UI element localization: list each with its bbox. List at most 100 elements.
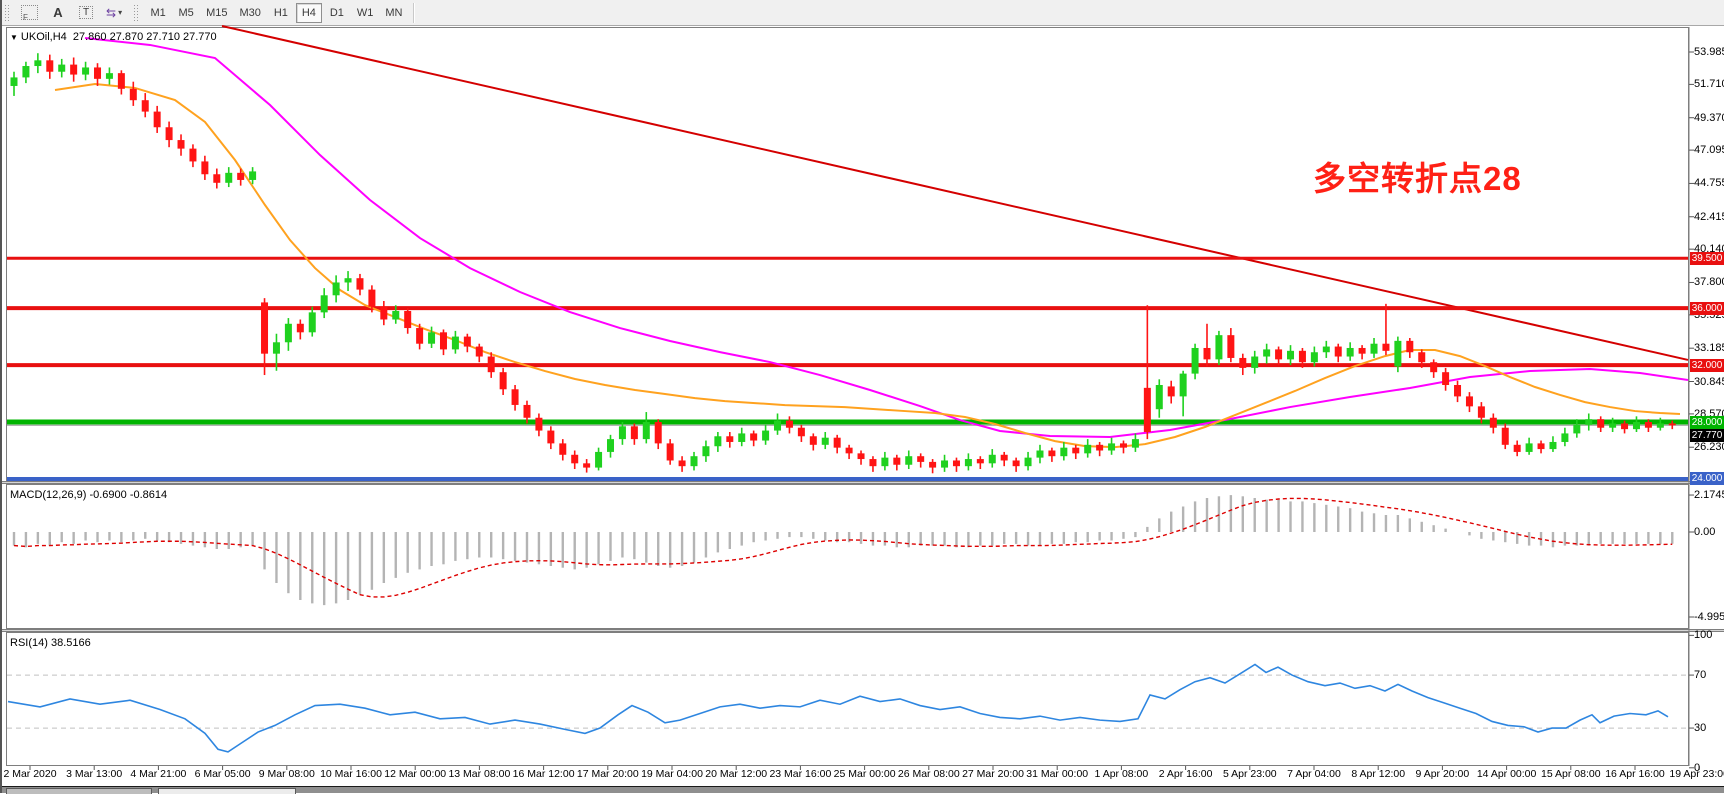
candle-body	[1179, 373, 1187, 397]
candle-body	[1108, 443, 1116, 451]
candle-body	[1621, 423, 1629, 430]
macd-signal-line	[13, 497, 1673, 598]
rsi-axis-label: 100	[1694, 629, 1713, 642]
candle-body	[1155, 385, 1163, 410]
dropdown-caret-icon[interactable]: ▾	[118, 8, 123, 17]
timeframe-button-w1[interactable]: W1	[356, 6, 374, 19]
time-axis-label: 19 Apr 23:00	[1669, 768, 1724, 780]
candle-body	[1287, 350, 1295, 360]
timeframe-button-d1[interactable]: D1	[329, 6, 344, 19]
candle-body	[964, 459, 972, 467]
ma-slow-magenta-line	[84, 36, 1689, 438]
price-axis-tick-label: 49.370	[1694, 111, 1724, 124]
rsi-line	[7, 663, 1669, 753]
bottom-tab-bar	[0, 786, 1724, 794]
time-axis-label: 20 Mar 12:00	[705, 768, 768, 780]
symbol-dropdown-icon[interactable]: ▼	[10, 33, 18, 42]
time-axis-label: 9 Apr 20:00	[1415, 768, 1470, 780]
time-axis-label: 7 Apr 04:00	[1287, 768, 1341, 780]
timeframe-button-h4[interactable]: H4	[295, 2, 322, 23]
candle-body	[535, 417, 543, 431]
timeframe-button-m5[interactable]: M5	[178, 6, 194, 19]
price-axis-tick-label: 33.185	[1694, 342, 1724, 355]
candle-body	[1644, 422, 1652, 428]
timeframe-button-m30[interactable]: M30	[239, 6, 261, 19]
candle-body	[1060, 447, 1068, 457]
price-level-label-28.000: 28.000	[1690, 415, 1724, 429]
macd-axis-label: -4.9955	[1694, 611, 1724, 623]
candle-body	[1024, 457, 1032, 467]
cycle-arrows-icon[interactable]: ⇆ ▾	[106, 5, 123, 20]
candle-body	[1454, 385, 1462, 397]
candle-body	[439, 332, 447, 350]
toolbar-grip-2[interactable]	[133, 3, 140, 22]
rsi-axis-label: 0	[1694, 761, 1701, 774]
timeframe-button-m1[interactable]: M1	[150, 6, 166, 19]
candle-body	[404, 310, 412, 329]
time-axis-label: 16 Mar 12:00	[512, 768, 575, 780]
grid-f-icon[interactable]: F	[16, 3, 43, 23]
window-left-edge	[0, 0, 2, 793]
time-axis-label: 4 Mar 21:00	[130, 768, 187, 780]
candle-body	[666, 443, 674, 461]
candle-body	[1513, 444, 1521, 452]
candle-body	[463, 336, 471, 347]
time-axis-label: 1 Apr 08:00	[1094, 768, 1149, 780]
candle-body	[1143, 387, 1151, 432]
candle-body	[738, 433, 746, 442]
candle-body	[523, 404, 531, 418]
time-axis-label: 15 Apr 08:00	[1541, 768, 1601, 780]
candle-body	[1012, 460, 1020, 467]
toolbar-separator	[412, 2, 415, 23]
toolbar-grip[interactable]	[4, 3, 10, 22]
text-a-icon[interactable]: A	[53, 5, 63, 20]
candle-body	[1418, 352, 1426, 363]
candle-body	[70, 64, 78, 75]
price-level-label-32.000: 32.000	[1690, 358, 1724, 372]
candle-body	[1358, 347, 1366, 354]
candle-body	[225, 172, 233, 183]
candle-body	[1370, 343, 1378, 354]
macd-indicator-label: MACD(12,26,9) -0.6900 -0.8614	[10, 489, 168, 501]
price-axis-tick-label: 30.845	[1694, 375, 1724, 388]
candle-body	[201, 161, 209, 175]
candle-body	[189, 148, 197, 162]
candle-body	[249, 171, 257, 180]
candle-body	[726, 436, 734, 442]
candle-body	[1477, 406, 1485, 418]
timeframe-button-mn[interactable]: MN	[385, 6, 403, 19]
panel-separator-1[interactable]	[0, 481, 1724, 484]
timeframe-button-m15[interactable]: M15	[206, 6, 228, 19]
candle-body	[750, 433, 758, 441]
candle-body	[487, 356, 495, 373]
time-axis-label: 9 Mar 08:00	[258, 768, 315, 780]
candle-body	[893, 457, 901, 465]
candle-body	[559, 443, 567, 455]
panel-separator-2[interactable]	[0, 629, 1724, 632]
candle-body	[1609, 423, 1617, 428]
candle-body	[630, 426, 638, 440]
chart-text-annotation[interactable]: 多空转折点28	[1313, 160, 1522, 197]
text-box-t-icon[interactable]: T	[73, 3, 99, 23]
candle-body	[1215, 335, 1223, 360]
chart-tab-1[interactable]	[6, 788, 152, 794]
candle-body	[320, 295, 328, 313]
candle-body	[1525, 443, 1533, 452]
time-axis-label: 5 Apr 23:00	[1222, 768, 1277, 780]
timeframe-button-h1[interactable]: H1	[273, 6, 288, 19]
time-axis-label: 2 Mar 2020	[3, 768, 57, 780]
candle-body	[1382, 343, 1390, 351]
candle-body	[511, 389, 519, 405]
candle-body	[296, 323, 304, 333]
candle-body	[797, 427, 805, 437]
candle-body	[952, 460, 960, 467]
price-axis-tick-label: 53.985	[1694, 46, 1724, 58]
candle-body	[774, 420, 782, 431]
time-axis-label: 23 Mar 16:00	[769, 768, 832, 780]
chart-symbol-title[interactable]: ▼ UKOil,H4 27.860 27.870 27.710 27.770	[10, 31, 217, 43]
candle-body	[1263, 349, 1271, 357]
candle-body	[857, 453, 865, 460]
chart-tab-2[interactable]	[158, 788, 296, 794]
price-axis-tick-label: 51.710	[1694, 78, 1724, 91]
